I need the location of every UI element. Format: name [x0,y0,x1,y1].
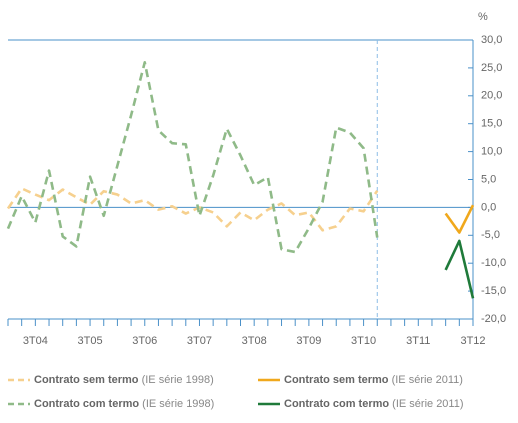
legend-label: Contrato sem termo (IE série 1998) [34,374,214,386]
y-tick-label: 30,0 [481,34,502,46]
x-tick-label: 3T07 [187,335,212,347]
legend-label: Contrato com termo (IE série 1998) [34,398,214,410]
legend-label: Contrato com termo (IE série 2011) [284,398,464,410]
x-tick-label: 3T11 [406,335,430,347]
y-tick-label: -20,0 [481,313,506,325]
y-tick-label: 25,0 [481,62,502,74]
series-line [6,187,379,232]
x-tick-label: 3T04 [23,335,48,347]
y-tick-label: -15,0 [481,285,506,297]
y-tick-label: 10,0 [481,146,502,158]
legend-label: Contrato sem termo (IE série 2011) [284,374,463,386]
y-tick-label: -10,0 [481,257,506,269]
series-line [6,61,379,254]
x-tick-label: 3T06 [132,335,157,347]
y-tick-label: 5,0 [481,173,496,185]
x-tick-label: 3T05 [78,335,103,347]
series-line [444,204,475,234]
series-line [444,239,475,299]
x-tick-label: 3T12 [460,335,485,347]
x-tick-label: 3T10 [351,335,376,347]
y-tick-label: -5,0 [481,229,500,241]
y-tick-label: 20,0 [481,90,502,102]
x-tick-label: 3T08 [242,335,267,347]
y-unit: % [478,11,488,23]
y-tick-label: 15,0 [481,118,502,130]
y-tick-label: 0,0 [481,201,496,213]
x-tick-label: 3T09 [296,335,321,347]
